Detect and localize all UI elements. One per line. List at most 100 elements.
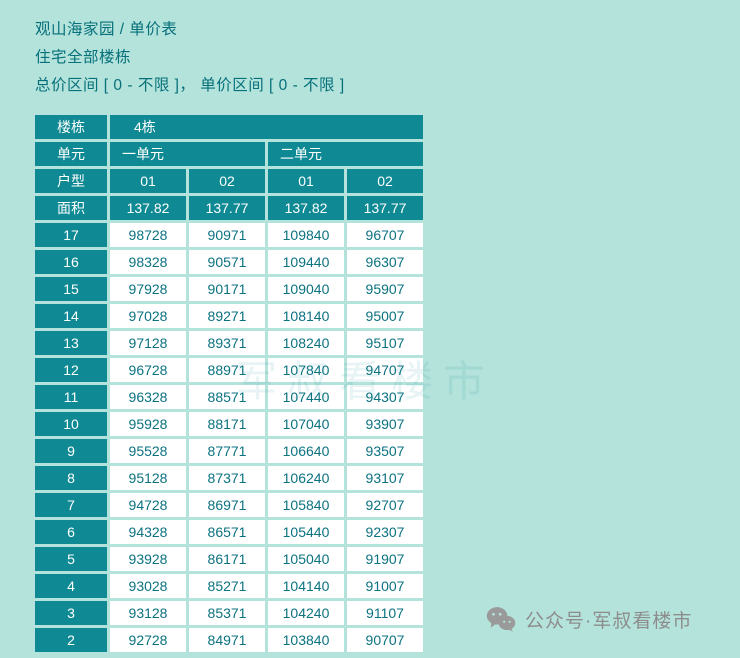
price-cell: 107040 [268, 412, 344, 436]
price-cell: 92728 [110, 628, 186, 652]
price-cell: 97928 [110, 277, 186, 301]
price-cell: 105440 [268, 520, 344, 544]
table-row: 2 92728 84971 103840 90707 [35, 628, 423, 652]
table-row: 16 98328 90571 109440 96307 [35, 250, 423, 274]
area-cell: 137.77 [189, 196, 265, 220]
price-cell: 95928 [110, 412, 186, 436]
price-cell: 88171 [189, 412, 265, 436]
floor-label: 6 [35, 520, 107, 544]
price-table: 楼栋 4栋 单元 一单元 二单元 户型 01 02 01 02 面积 137.8… [32, 112, 426, 655]
table-row: 8 95128 87371 106240 93107 [35, 466, 423, 490]
floor-label: 7 [35, 493, 107, 517]
price-cell: 93928 [110, 547, 186, 571]
wechat-footer: 公众号·军叔看楼市 [486, 605, 692, 633]
floor-label: 16 [35, 250, 107, 274]
price-cell: 95907 [347, 277, 423, 301]
type-cell: 01 [268, 169, 344, 193]
price-cell: 86571 [189, 520, 265, 544]
price-cell: 89271 [189, 304, 265, 328]
price-cell: 90571 [189, 250, 265, 274]
floor-label: 3 [35, 601, 107, 625]
page-subtitle: 住宅全部楼栋 [35, 49, 132, 66]
price-cell: 109040 [268, 277, 344, 301]
price-cell: 95128 [110, 466, 186, 490]
price-cell: 105840 [268, 493, 344, 517]
price-cell: 96307 [347, 250, 423, 274]
table-row: 3 93128 85371 104240 91107 [35, 601, 423, 625]
floor-label: 4 [35, 574, 107, 598]
price-cell: 85371 [189, 601, 265, 625]
unit-row: 单元 一单元 二单元 [35, 142, 423, 166]
table-row: 11 96328 88571 107440 94307 [35, 385, 423, 409]
price-cell: 92307 [347, 520, 423, 544]
price-cell: 86171 [189, 547, 265, 571]
price-cell: 108240 [268, 331, 344, 355]
type-label: 户型 [35, 169, 107, 193]
table-row: 6 94328 86571 105440 92307 [35, 520, 423, 544]
building-value: 4栋 [110, 115, 423, 139]
unit-label: 单元 [35, 142, 107, 166]
unit-1: 一单元 [110, 142, 265, 166]
unit-2: 二单元 [268, 142, 423, 166]
price-cell: 90171 [189, 277, 265, 301]
price-cell: 108140 [268, 304, 344, 328]
price-cell: 93128 [110, 601, 186, 625]
area-label: 面积 [35, 196, 107, 220]
price-cell: 89371 [189, 331, 265, 355]
type-cell: 02 [347, 169, 423, 193]
price-cell: 96328 [110, 385, 186, 409]
table-row: 17 98728 90971 109840 96707 [35, 223, 423, 247]
floor-label: 12 [35, 358, 107, 382]
price-cell: 85271 [189, 574, 265, 598]
price-cell: 98728 [110, 223, 186, 247]
table-row: 12 96728 88971 107840 94707 [35, 358, 423, 382]
area-cell: 137.82 [268, 196, 344, 220]
floor-label: 9 [35, 439, 107, 463]
price-cell: 97028 [110, 304, 186, 328]
price-cell: 109440 [268, 250, 344, 274]
table-row: 9 95528 87771 106640 93507 [35, 439, 423, 463]
type-cell: 02 [189, 169, 265, 193]
price-cell: 96728 [110, 358, 186, 382]
floor-label: 10 [35, 412, 107, 436]
price-cell: 106240 [268, 466, 344, 490]
price-cell: 96707 [347, 223, 423, 247]
price-cell: 94728 [110, 493, 186, 517]
page-title: 观山海家园 / 单价表 [35, 21, 178, 38]
type-row: 户型 01 02 01 02 [35, 169, 423, 193]
wechat-icon [486, 605, 516, 633]
area-row: 面积 137.82 137.77 137.82 137.77 [35, 196, 423, 220]
building-label: 楼栋 [35, 115, 107, 139]
floor-label: 8 [35, 466, 107, 490]
price-cell: 104240 [268, 601, 344, 625]
table-row: 10 95928 88171 107040 93907 [35, 412, 423, 436]
floor-label: 15 [35, 277, 107, 301]
price-cell: 93107 [347, 466, 423, 490]
price-cell: 95528 [110, 439, 186, 463]
floor-label: 5 [35, 547, 107, 571]
price-cell: 109840 [268, 223, 344, 247]
page-header: 观山海家园 / 单价表 住宅全部楼栋 总价区间 [ 0 - 不限 ]， 单价区间… [35, 16, 740, 100]
area-cell: 137.77 [347, 196, 423, 220]
price-cell: 87771 [189, 439, 265, 463]
price-cell: 105040 [268, 547, 344, 571]
price-cell: 98328 [110, 250, 186, 274]
building-row: 楼栋 4栋 [35, 115, 423, 139]
table-row: 15 97928 90171 109040 95907 [35, 277, 423, 301]
table-row: 13 97128 89371 108240 95107 [35, 331, 423, 355]
price-cell: 106640 [268, 439, 344, 463]
price-cell: 90707 [347, 628, 423, 652]
table-row: 14 97028 89271 108140 95007 [35, 304, 423, 328]
price-cell: 95107 [347, 331, 423, 355]
price-cell: 94707 [347, 358, 423, 382]
price-cell: 84971 [189, 628, 265, 652]
price-cell: 107840 [268, 358, 344, 382]
price-cell: 104140 [268, 574, 344, 598]
floor-label: 17 [35, 223, 107, 247]
price-cell: 93507 [347, 439, 423, 463]
price-cell: 94307 [347, 385, 423, 409]
price-cell: 103840 [268, 628, 344, 652]
floor-label: 14 [35, 304, 107, 328]
price-cell: 92707 [347, 493, 423, 517]
